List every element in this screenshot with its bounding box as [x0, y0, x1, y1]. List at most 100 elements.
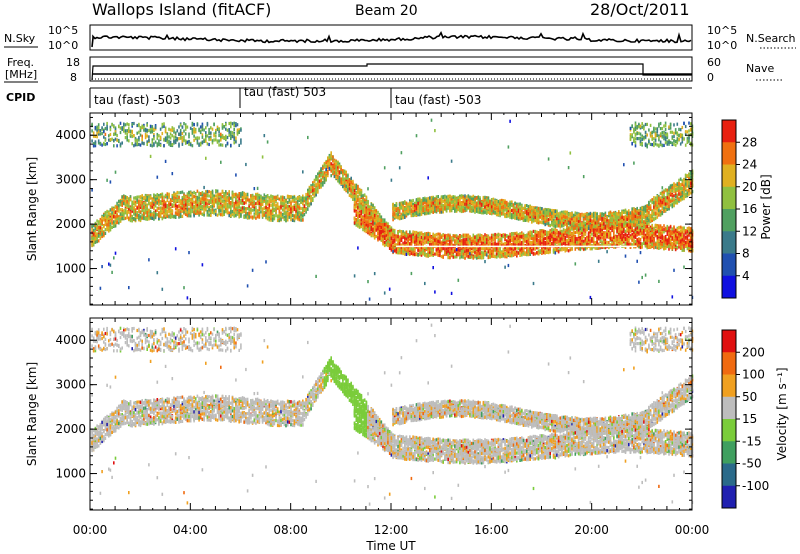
- power-cell: [231, 191, 234, 195]
- power-cell: [206, 142, 209, 146]
- power-cell: [178, 204, 180, 208]
- power-cell: [113, 223, 115, 227]
- power-cell: [171, 215, 174, 219]
- power-cell: [211, 197, 214, 201]
- power-cell: [400, 205, 403, 209]
- power-cell: [367, 214, 369, 218]
- power-cell: [168, 210, 170, 214]
- power-cell: [240, 208, 242, 212]
- power-cell: [153, 199, 155, 203]
- power-cell: [158, 142, 160, 146]
- power-cell: [370, 212, 373, 217]
- power-cell: [367, 210, 369, 214]
- power-cell: [153, 212, 155, 216]
- power-cell: [372, 203, 374, 208]
- power-cell: [358, 193, 361, 197]
- power-cell: [156, 142, 159, 146]
- power-cell: [101, 227, 103, 231]
- power-cell: [404, 212, 406, 216]
- power-cell: [176, 194, 179, 198]
- power-cell: [317, 181, 319, 185]
- power-cell: [243, 215, 245, 219]
- power-cell: [96, 135, 98, 139]
- power-cell: [373, 206, 376, 210]
- power-cell: [173, 135, 175, 139]
- power-cell: [213, 201, 215, 205]
- power-cell: [203, 202, 205, 206]
- power-cell: [372, 213, 374, 217]
- power-cell: [235, 173, 237, 177]
- power-cell: [419, 209, 421, 213]
- power-cell: [171, 213, 174, 217]
- power-cell: [179, 190, 182, 195]
- power-cell: [261, 196, 264, 200]
- power-cell: [398, 250, 401, 254]
- power-cell: [213, 134, 215, 138]
- power-cell: [240, 214, 242, 218]
- power-cell: [103, 213, 105, 217]
- power-cell: [213, 132, 215, 136]
- power-cell: [353, 185, 356, 190]
- power-cell: [358, 222, 361, 226]
- power-cell: [392, 246, 394, 250]
- power-cell: [230, 210, 232, 214]
- power-cell: [435, 241, 438, 246]
- power-cell: [405, 237, 408, 241]
- power-cell: [375, 223, 378, 227]
- power-cell: [111, 216, 113, 221]
- power-cell: [116, 201, 118, 205]
- power-cell: [176, 204, 179, 209]
- power-cell: [191, 195, 194, 199]
- power-cell: [255, 205, 257, 210]
- power-cell: [409, 242, 411, 246]
- power-cell: [215, 189, 217, 193]
- power-cell: [91, 129, 93, 133]
- power-cell: [400, 202, 403, 207]
- power-cell: [323, 178, 326, 182]
- station-title: Wallops Island (fitACF): [92, 0, 271, 19]
- power-cell: [129, 208, 132, 212]
- power-cell: [437, 240, 439, 244]
- power-cell: [307, 188, 309, 192]
- power-cell: [134, 142, 137, 146]
- power-cell: [400, 243, 403, 247]
- power-cell: [360, 222, 363, 226]
- power-cell: [220, 132, 222, 136]
- power-cell: [323, 165, 326, 169]
- power-cell: [138, 130, 140, 134]
- power-cell: [194, 205, 197, 209]
- power-cell: [106, 223, 108, 227]
- power-cell: [280, 200, 282, 205]
- power-cell: [226, 141, 229, 145]
- power-cell: [108, 216, 110, 220]
- power-cell: [325, 161, 327, 165]
- power-cell: [92, 232, 95, 236]
- power-cell: [353, 191, 356, 195]
- power-cell: [317, 190, 319, 194]
- power-cell: [298, 195, 301, 199]
- power-cell: [153, 134, 155, 139]
- power-cell: [205, 126, 207, 130]
- power-cell: [355, 203, 358, 207]
- power-cell: [288, 198, 291, 202]
- power-cell: [103, 130, 105, 134]
- power-cell: [440, 210, 443, 214]
- power-cell: [174, 247, 177, 251]
- power-cell: [134, 209, 137, 213]
- power-cell: [123, 195, 125, 199]
- power-cell: [138, 213, 140, 217]
- power-cell: [164, 136, 167, 140]
- power-cell: [99, 233, 102, 237]
- power-cell: [226, 208, 229, 212]
- power-cell: [382, 235, 384, 239]
- power-cell: [427, 249, 429, 253]
- power-cell: [395, 234, 398, 238]
- power-cell: [281, 214, 284, 218]
- power-cell: [121, 203, 123, 207]
- power-cell: [345, 176, 347, 180]
- power-cell: [337, 163, 339, 168]
- power-cell: [235, 122, 237, 126]
- power-cell: [266, 194, 269, 198]
- power-cell: [133, 209, 135, 214]
- power-cell: [153, 137, 155, 141]
